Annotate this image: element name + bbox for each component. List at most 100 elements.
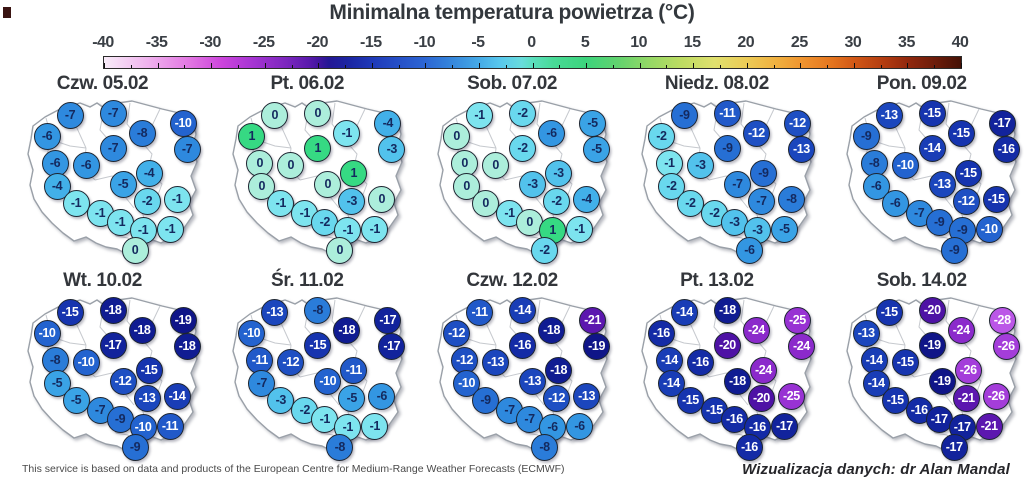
day-label: Sob. 14.02: [876, 270, 967, 291]
temp-marker: -10: [891, 151, 919, 179]
colorbar-tick-label: 20: [737, 34, 755, 51]
colorbar-tick-label: 15: [683, 34, 701, 51]
day-panel: Czw. 05.02 -7 -7 -10 -6 -8 -7 -6 -7 -6 -4 -4 -5 -1 -2-…: [0, 73, 205, 273]
temp-marker: -7: [99, 99, 127, 127]
temp-marker: 0: [121, 236, 149, 264]
colorbar-tick: [104, 63, 105, 68]
colorbar-tick: [264, 63, 266, 68]
temp-marker: -13: [787, 135, 815, 163]
temp-marker: -12: [109, 367, 137, 395]
temp-marker: -9: [106, 405, 134, 433]
colorbar-tick-label: 25: [790, 34, 808, 51]
temp-marker: -25: [783, 306, 811, 334]
colorbar-tick: [639, 63, 641, 68]
colorbar-tick: [586, 63, 588, 68]
colorbar-tick-label: -25: [252, 34, 275, 51]
temp-marker: -16: [992, 135, 1020, 163]
temp-marker: -15: [982, 185, 1010, 213]
day-panel: Wt. 10.02 -15 -18 -19 -10 -18 -18 -8 -17 -10 -15 -5…: [0, 270, 205, 470]
temp-marker: -18: [723, 367, 751, 395]
colorbar-tick: [398, 65, 400, 68]
colorbar-labels: -40 -35 -30 -25 -20 -15 -10 -5 0 5 10 15 20 25 30 35 40: [0, 34, 1024, 54]
colorbar-tick-label: -10: [413, 34, 436, 51]
temp-marker: -13: [852, 319, 880, 347]
temp-marker: -3: [378, 135, 406, 163]
temp-marker: -12: [543, 384, 571, 412]
temp-marker: -1: [333, 119, 361, 147]
temp-marker: -21: [952, 384, 980, 412]
temp-marker: -14: [509, 296, 537, 324]
colorbar-tick-label: -20: [306, 34, 329, 51]
temp-marker: -12: [742, 119, 770, 147]
temp-marker: -2: [509, 99, 537, 127]
temp-marker: -1: [62, 189, 90, 217]
temp-marker: -26: [954, 356, 982, 384]
temp-marker: -4: [374, 109, 402, 137]
colorbar-tick: [211, 63, 213, 68]
temp-marker: -12: [952, 187, 980, 215]
temp-marker: -8: [531, 433, 559, 461]
temp-marker: -28: [988, 306, 1016, 334]
temp-marker: -17: [378, 332, 406, 360]
temp-marker: -13: [875, 101, 903, 129]
colorbar-tick: [934, 65, 936, 68]
temp-marker: -6: [72, 151, 100, 179]
day-label: Czw. 12.02: [466, 270, 558, 291]
map-area: -13 -15 -17 -9 -15 -16 -8 -14 -10 -15 -6 -13 -6 -12 -1…: [819, 96, 1024, 268]
day-label: Niedz. 08.02: [664, 73, 769, 94]
chart-title: Minimalna temperatura powietrza (°C): [329, 1, 695, 24]
temp-marker: -8: [860, 149, 888, 177]
temp-marker: -9: [121, 433, 149, 461]
temp-marker: -17: [940, 433, 968, 461]
temp-marker: -1: [311, 405, 339, 433]
temp-marker: -6: [881, 189, 909, 217]
colorbar-tick: [612, 65, 614, 68]
temp-marker: -13: [928, 170, 956, 198]
temp-marker: -24: [749, 356, 777, 384]
temp-marker: -16: [647, 319, 675, 347]
temp-marker: -6: [33, 122, 61, 150]
temp-marker: -15: [676, 386, 704, 414]
map-area: 0 0 -4 1 -1 -3 0 1 0 1 0 0 -1 -3 0 -1 -2 -1 -1 0: [205, 96, 410, 268]
temp-marker: -16: [686, 348, 714, 376]
temp-marker: -20: [713, 331, 741, 359]
temp-marker: -11: [466, 298, 494, 326]
temp-marker: -13: [261, 298, 289, 326]
colorbar-tick: [291, 65, 293, 68]
temp-marker: -5: [62, 386, 90, 414]
colorbar-tick-label: 5: [580, 34, 590, 51]
colorbar-tick: [371, 63, 373, 68]
colorbar-tick: [157, 63, 159, 68]
temp-marker: -3: [338, 187, 366, 215]
temp-marker: 0: [314, 170, 342, 198]
colorbar-tick: [666, 65, 668, 68]
colorbar-tick: [800, 63, 802, 68]
colorbar-tick: [880, 65, 882, 68]
temp-marker: -10: [238, 319, 266, 347]
temp-marker: -13: [133, 384, 161, 412]
temp-marker: -2: [531, 236, 559, 264]
temp-marker: -15: [891, 348, 919, 376]
temp-marker: -25: [777, 382, 805, 410]
colorbar-tick-label: 10: [630, 34, 648, 51]
temp-marker: -15: [881, 386, 909, 414]
day-label: Sob. 07.02: [467, 73, 558, 94]
colorbar-tick: [318, 63, 320, 68]
colorbar-tick: [773, 65, 775, 68]
temp-marker: 0: [326, 236, 354, 264]
temp-marker: -10: [169, 109, 197, 137]
temp-marker: -18: [173, 332, 201, 360]
map-area: -9 -11 -12 -2 -12 -13 -1 -9 -3 -9 -2 -7 -2 -7 -8 -2 -3 -3…: [614, 96, 819, 268]
colorbar-tick: [559, 65, 561, 68]
colorbar-tick: [452, 65, 454, 68]
map-area: -14 -18 -25 -16 -24 -24 -14 -20 -16 -24 -14 -18 -15-…: [614, 293, 819, 465]
temp-marker: -13: [519, 367, 547, 395]
temp-marker: -24: [787, 332, 815, 360]
temp-marker: -8: [326, 433, 354, 461]
temp-marker: -14: [657, 369, 685, 397]
temp-marker: -16: [720, 405, 748, 433]
temp-marker: -11: [156, 412, 184, 440]
temp-marker: -6: [538, 119, 566, 147]
footer-credit-author: Wizualizacja danych: dr Alan Mandal: [741, 461, 1010, 478]
temp-marker: -6: [566, 412, 594, 440]
